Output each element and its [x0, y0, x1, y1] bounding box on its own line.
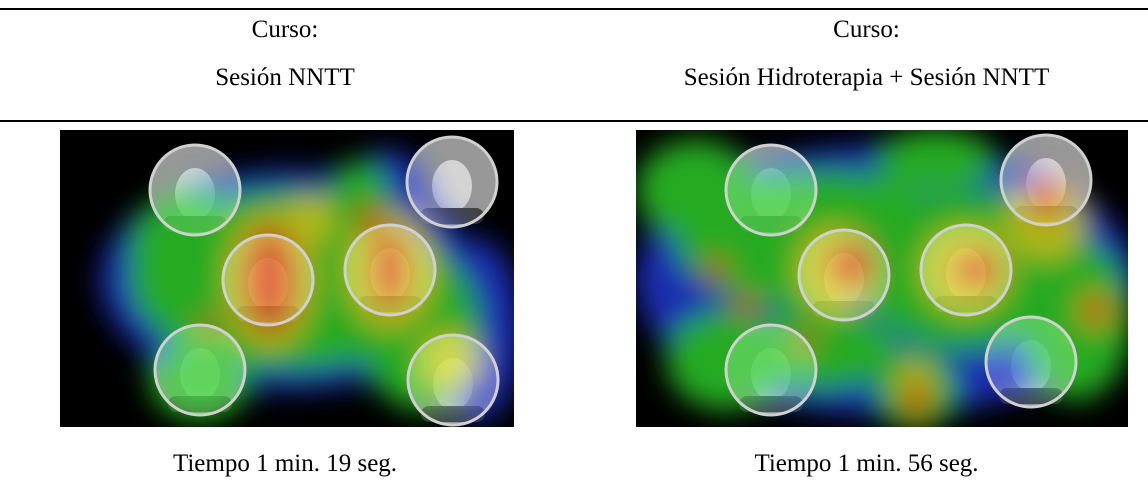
course-name: Sesión NNTT [0, 64, 570, 92]
heat-blob [904, 380, 928, 420]
face-ring [345, 225, 435, 315]
top-rule [0, 8, 1148, 10]
heat-blob [1082, 296, 1110, 324]
time-caption: Tiempo 1 min. 19 seg. [0, 450, 570, 478]
heat-blob [876, 130, 996, 190]
face-ring [407, 137, 497, 227]
header-label: Curso: [585, 16, 1148, 44]
face-ring [799, 230, 889, 320]
face-ring [155, 325, 245, 415]
header-label: Curso: [0, 16, 570, 44]
heat-blob [704, 258, 728, 282]
face-ring [150, 145, 240, 235]
face-ring [986, 317, 1076, 407]
heatmap-image [636, 130, 1128, 427]
document: Curso: Curso: Sesión NNTT Sesión Hidrote… [0, 0, 1148, 497]
course-name: Sesión Hidroterapia + Sesión NNTT [585, 64, 1148, 92]
heat-blob [732, 295, 760, 315]
heat-blob [285, 195, 335, 245]
face-ring [408, 335, 498, 425]
face-ring [726, 145, 816, 235]
heatmap-image [60, 130, 514, 427]
header-rule [0, 120, 1148, 122]
face-ring [726, 325, 816, 415]
time-caption: Tiempo 1 min. 56 seg. [585, 450, 1148, 478]
face-ring [1001, 135, 1091, 225]
face-ring [921, 225, 1011, 315]
face-ring [223, 235, 313, 325]
